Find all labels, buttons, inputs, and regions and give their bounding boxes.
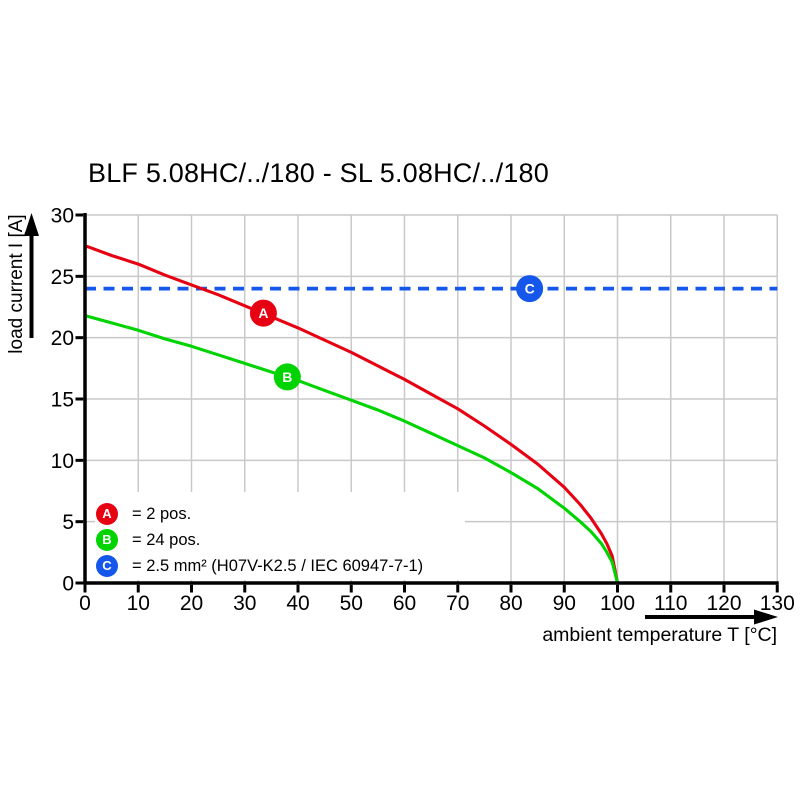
curve-marker-c-icon [516,275,544,303]
y-tick-label: 20 [51,327,74,350]
x-axis-arrow-head-icon [754,609,778,625]
y-tick-label: 0 [62,573,74,596]
legend-marker-c-icon: C [96,555,118,577]
legend-marker-a-icon: A [96,503,118,525]
legend-backdrop [95,492,465,580]
curve-marker-b-letter: B [282,369,292,385]
series-a-curve [84,244,620,584]
x-tick-label: 120 [706,592,741,615]
x-axis-label: ambient temperature T [°C] [542,624,777,646]
curve-marker-c-letter: C [525,281,535,297]
x-tick-label: 130 [760,592,795,615]
curve-marker-a-icon [249,299,277,327]
x-tick-label: 60 [393,592,416,615]
y-tick-label: 25 [51,266,74,289]
y-axis-arrow-head-icon [24,213,39,236]
series-b-curve [84,314,620,584]
x-tick-label: 90 [553,592,576,615]
curve-marker-b-icon [273,363,301,391]
x-tick-label: 80 [499,592,522,615]
y-axis-label: load current I [A] [6,214,27,354]
y-tick-label: 10 [51,450,74,473]
legend-label-b: = 24 pos. [132,530,201,549]
legend-row-b: B = 24 pos. [96,527,423,553]
y-tick-label: 5 [62,511,74,534]
legend-row-a: A = 2 pos. [96,501,423,527]
x-tick-label: 20 [180,592,203,615]
chart-title: BLF 5.08HC/../180 - SL 5.08HC/../180 [88,158,549,188]
x-tick-label: 70 [446,592,469,615]
x-tick-label: 30 [233,592,256,615]
y-tick-label: 30 [51,205,74,228]
legend-label-c: = 2.5 mm² (H07V-K2.5 / IEC 60947-7-1) [132,556,424,575]
x-tick-label: 110 [654,592,687,615]
y-tick-label: 15 [51,389,74,412]
legend-marker-b-icon: B [96,529,118,551]
x-tick-label: 10 [127,592,150,615]
x-tick-label: 40 [286,592,309,615]
legend-label-a: = 2 pos. [132,504,192,523]
x-tick-label: 0 [79,592,91,615]
legend-row-c: C = 2.5 mm² (H07V-K2.5 / IEC 60947-7-1) [96,553,423,579]
curve-marker-a-letter: A [258,305,268,321]
x-tick-label: 100 [600,592,635,615]
x-tick-label: 50 [340,592,363,615]
chart-legend: A = 2 pos. B = 24 pos. C = 2.5 mm² (H07V… [96,501,423,579]
